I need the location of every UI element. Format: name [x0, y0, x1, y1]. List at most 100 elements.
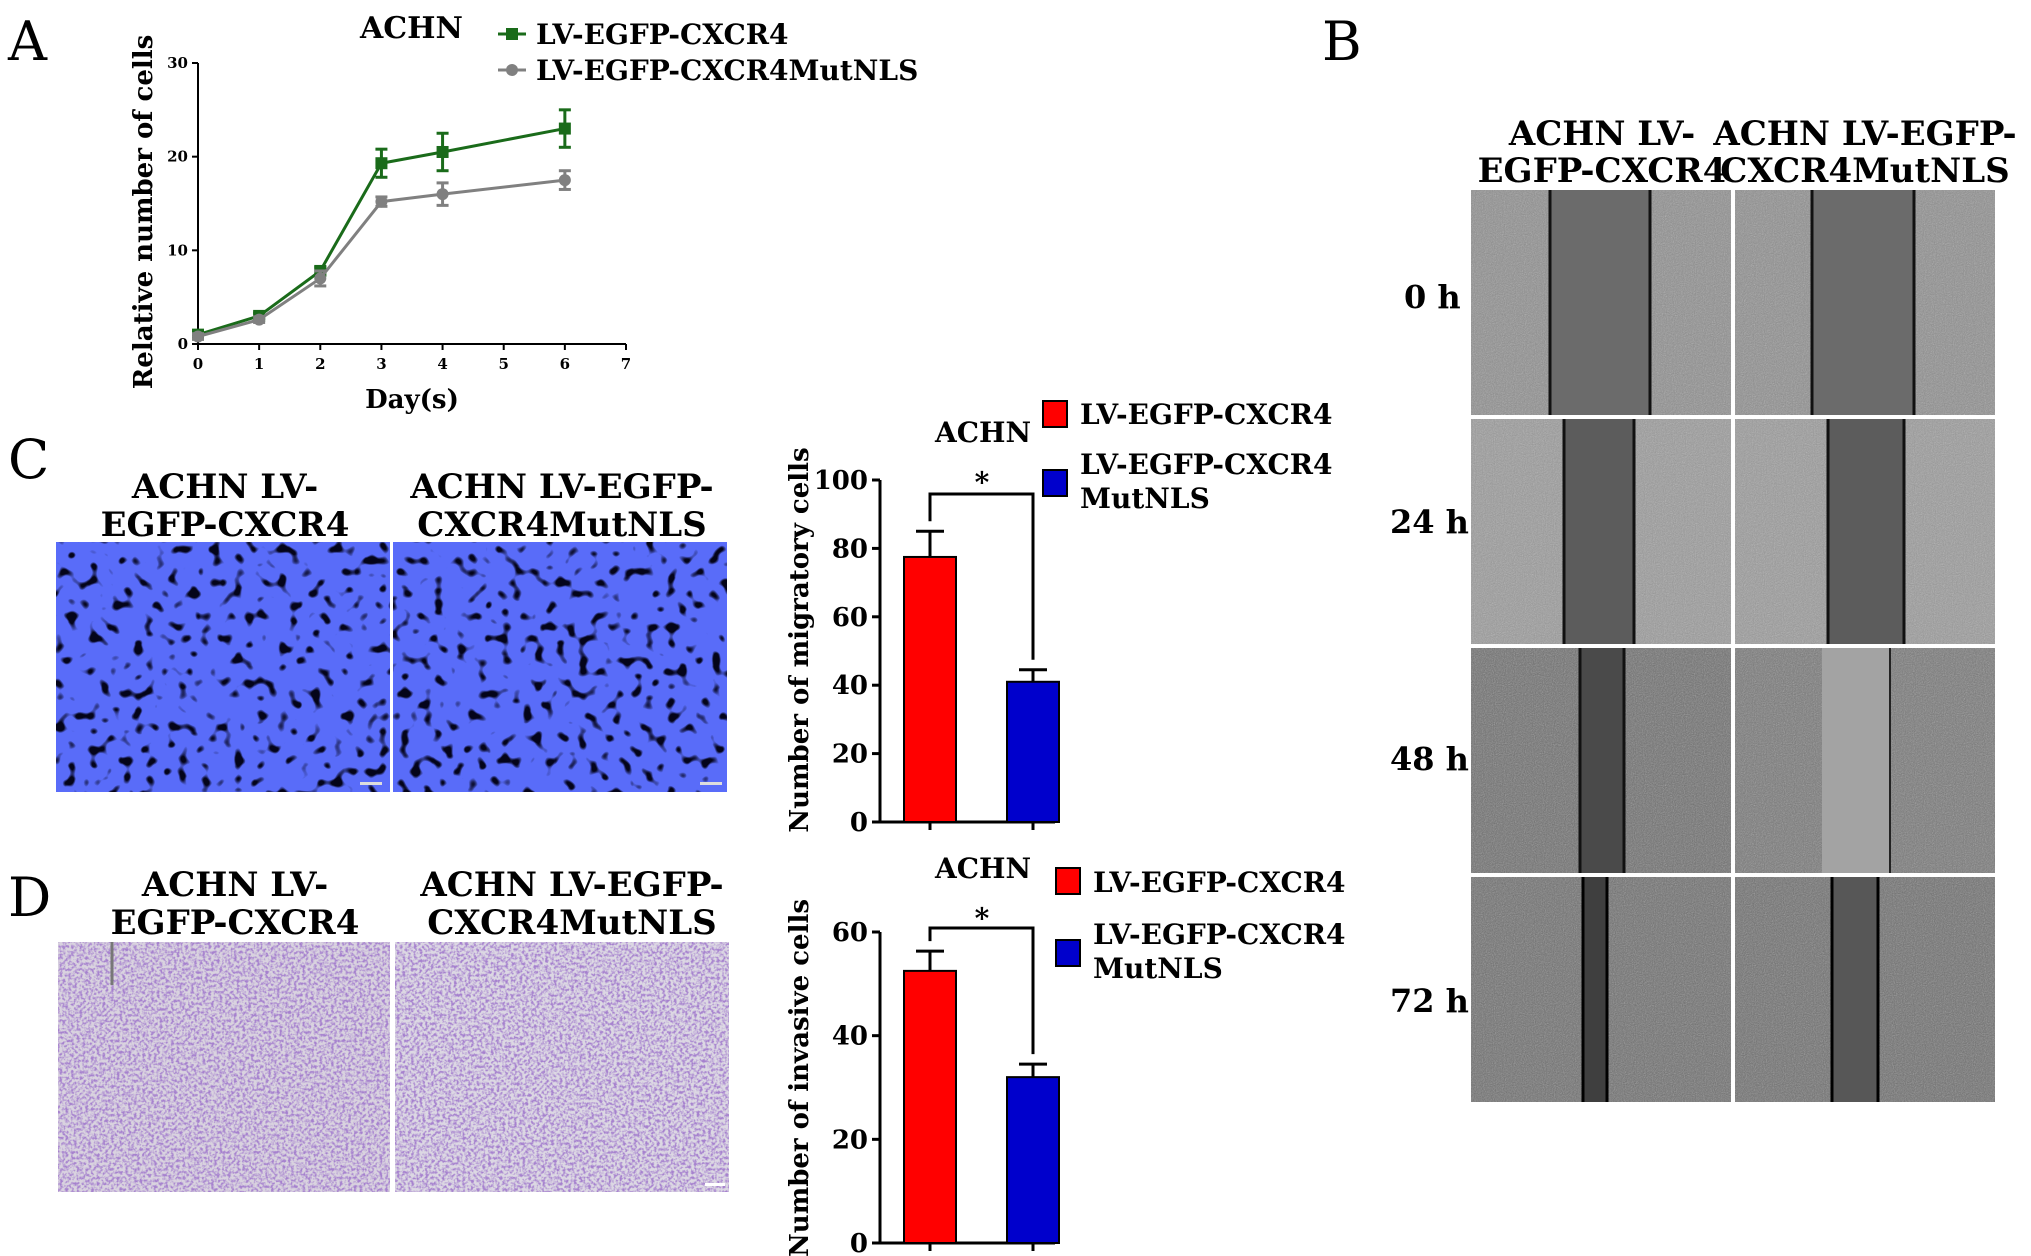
- scratch-image-0h-mutnls: [1735, 190, 1995, 415]
- d-image-label-2-line-1: ACHN LV-EGFP-: [419, 865, 723, 905]
- panel-letter-d: D: [8, 866, 51, 929]
- chart-c-ylabel: Number of migratory cells: [785, 447, 815, 832]
- invasion-images: ACHN LV- EGFP-CXCR4 ACHN LV-EGFP- CXCR4M…: [58, 865, 729, 1192]
- scratch-image-72h-mutnls: [1735, 877, 1995, 1102]
- chart-a-x-tick-label: 3: [376, 355, 386, 373]
- scratch-image-0h-cxcr4: [1471, 190, 1731, 415]
- chart-a-title: ACHN: [359, 11, 463, 46]
- scratch-image-24h-cxcr4: [1471, 419, 1731, 644]
- legend-c-swatch-1: [1042, 400, 1068, 428]
- scratch-image-48h-cxcr4: [1471, 648, 1731, 873]
- b-col-label-2-line-2: CXCR4MutNLS: [1720, 151, 2009, 191]
- chart-d-y-tick-label: 0: [850, 1229, 868, 1256]
- legend-d-label-2-line-2: MutNLS: [1093, 952, 1223, 985]
- b-row-label-24h: 24 h: [1390, 503, 1469, 541]
- chart-c-significance-bracket: [928, 492, 1035, 660]
- chart-a-x-tick-label: 4: [437, 355, 447, 373]
- bar-chart-invasive: ACHN LV-EGFP-CXCR4 LV-EGFP-CXCR4 MutNLS …: [785, 852, 1346, 1256]
- c-image-label-1-line-1: ACHN LV-: [131, 467, 318, 507]
- legend-a-label-2: LV-EGFP-CXCR4MutNLS: [536, 54, 918, 87]
- b-col-label-1-line-1: ACHN LV-: [1508, 114, 1695, 154]
- bar-chart-migratory: ACHN LV-EGFP-CXCR4 LV-EGFP-CXCR4 MutNLS …: [785, 398, 1333, 838]
- chart-c-bar-1: [903, 555, 957, 823]
- chart-c-plot-area: 0 20 40 60 80 100: [814, 466, 1060, 838]
- chart-c-bar-2: [1006, 680, 1060, 824]
- chart-d-ylabel: Number of invasive cells: [785, 899, 815, 1256]
- line-chart-a: ACHN LV-EGFP-CXCR4 LV-EGFP-CXCR4MutNLS R…: [129, 11, 918, 415]
- chart-d-bar-1: [903, 969, 957, 1244]
- chart-c-y-tick-label: 40: [832, 671, 868, 701]
- legend-d-label-2-line-1: LV-EGFP-CXCR4: [1093, 918, 1346, 951]
- migration-image-mutnls: [393, 542, 727, 792]
- chart-d-title: ACHN: [934, 852, 1031, 885]
- legend-d-label-1: LV-EGFP-CXCR4: [1093, 866, 1346, 899]
- legend-d-swatch-2: [1055, 939, 1081, 967]
- invasion-image-mutnls: [395, 942, 729, 1192]
- scratch-image-72h-cxcr4: [1471, 877, 1731, 1102]
- legend-d-swatch-1: [1055, 867, 1081, 895]
- chart-a-point-square: [436, 145, 449, 158]
- chart-d-y-tick-label: 40: [832, 1022, 868, 1052]
- chart-c-y-tick-label: 60: [832, 603, 868, 633]
- d-image-label-2-line-2: CXCR4MutNLS: [427, 903, 716, 943]
- legend-c-label-1: LV-EGFP-CXCR4: [1080, 398, 1333, 431]
- chart-a-y-tick-label: 30: [167, 54, 188, 72]
- chart-d-legend: LV-EGFP-CXCR4 LV-EGFP-CXCR4 MutNLS: [1055, 866, 1346, 985]
- panel-letter-a: A: [7, 10, 48, 73]
- scratch-image-48h-mutnls: [1735, 648, 1995, 873]
- legend-a-marker-1: [506, 28, 518, 40]
- chart-a-plot-area: 0 1 2 3 4 5 6 7 0 10 20 30: [167, 54, 631, 373]
- legend-c-swatch-2: [1042, 469, 1068, 497]
- chart-d-plot-area: 0 20 40 60: [832, 918, 1060, 1256]
- chart-a-point-circle: [253, 313, 266, 326]
- chart-c-significance: *: [975, 466, 990, 499]
- legend-a-marker-2: [506, 64, 518, 76]
- b-col-label-2-line-1: ACHN LV-EGFP-: [1712, 114, 2016, 154]
- chart-c-legend: LV-EGFP-CXCR4 LV-EGFP-CXCR4 MutNLS: [1042, 398, 1333, 515]
- chart-a-point-square: [375, 157, 388, 170]
- chart-a-point-circle: [375, 195, 388, 208]
- legend-c-label-2-line-1: LV-EGFP-CXCR4: [1080, 448, 1333, 481]
- chart-a-y-tick-label: 0: [178, 335, 188, 353]
- chart-a-point-square: [558, 122, 571, 135]
- chart-a-legend: LV-EGFP-CXCR4 LV-EGFP-CXCR4MutNLS: [498, 18, 918, 87]
- chart-a-point-circle: [436, 188, 449, 201]
- panel-letter-c: C: [8, 428, 49, 491]
- c-image-label-2-line-1: ACHN LV-EGFP-: [409, 467, 713, 507]
- chart-c-y-tick-label: 0: [850, 808, 868, 838]
- chart-d-significance-bracket: [928, 926, 1035, 1055]
- chart-c-y-tick-label: 80: [832, 534, 868, 564]
- chart-a-x-tick-label: 1: [254, 355, 264, 373]
- migration-image-cxcr4: [56, 542, 390, 792]
- chart-c-title: ACHN: [934, 416, 1031, 449]
- chart-c-y-tick-label: 20: [832, 740, 868, 770]
- chart-c-y-tick-label: 100: [814, 466, 868, 496]
- d-image-label-1-line-2: EGFP-CXCR4: [111, 903, 360, 943]
- chart-d-y-tick-label: 60: [832, 918, 868, 948]
- panel-letter-b: B: [1322, 10, 1362, 73]
- chart-d-bar-2: [1006, 1076, 1060, 1244]
- chart-a-y-tick-label: 20: [167, 148, 188, 166]
- c-image-label-1-line-2: EGFP-CXCR4: [101, 505, 350, 545]
- chart-a-xlabel: Day(s): [365, 385, 459, 415]
- b-row-label-72h: 72 h: [1390, 982, 1469, 1020]
- chart-a-series-line-1: [197, 127, 566, 337]
- chart-a-ylabel: Relative number of cells: [129, 35, 159, 390]
- chart-d-y-tick-label: 20: [832, 1125, 868, 1155]
- b-row-label-48h: 48 h: [1390, 740, 1469, 778]
- scratch-image-24h-mutnls: [1735, 419, 1995, 644]
- legend-a-label-1: LV-EGFP-CXCR4: [536, 18, 789, 51]
- b-row-label-0h: 0 h: [1404, 278, 1461, 316]
- migration-images: ACHN LV- EGFP-CXCR4 ACHN LV-EGFP- CXCR4M…: [56, 467, 727, 792]
- chart-d-significance: *: [975, 902, 990, 935]
- chart-a-point-circle: [192, 330, 204, 343]
- legend-c-label-2-line-2: MutNLS: [1080, 482, 1210, 515]
- b-col-label-1-line-2: EGFP-CXCR4: [1478, 151, 1727, 191]
- chart-a-x-tick-label: 6: [560, 355, 570, 373]
- chart-a-x-tick-label: 2: [315, 355, 325, 373]
- d-image-label-1-line-1: ACHN LV-: [141, 865, 328, 905]
- c-image-label-2-line-2: CXCR4MutNLS: [417, 505, 706, 545]
- chart-a-point-circle: [558, 174, 571, 187]
- chart-a-point-circle: [314, 272, 327, 285]
- chart-a-x-tick-label: 0: [193, 355, 203, 373]
